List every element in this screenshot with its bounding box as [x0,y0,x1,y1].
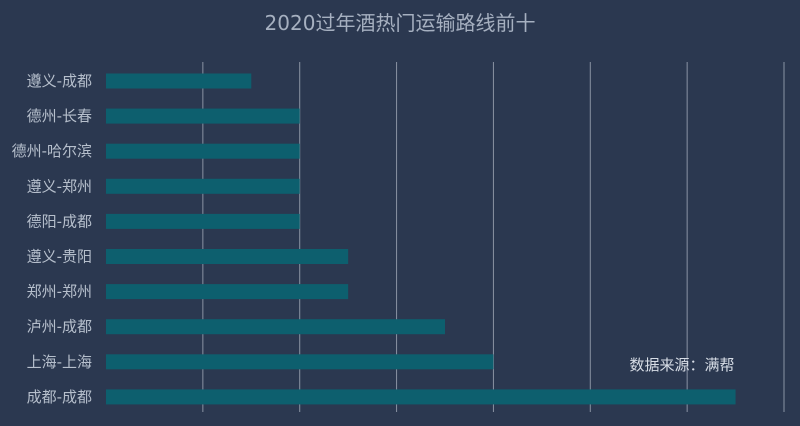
chart-title: 2020过年酒热门运输路线前十 [265,11,536,35]
bar-9 [106,389,736,405]
bar-4 [106,213,300,229]
category-labels: 遵义-成都德州-长春德州-哈尔滨遵义-郑州德阳-成都遵义-贵阳郑州-郑州泸州-成… [12,72,92,406]
bar-6 [106,284,349,300]
category-label: 遵义-贵阳 [27,248,92,266]
category-label: 遵义-成都 [27,72,92,90]
bar-2 [106,143,300,159]
bar-1 [106,108,300,124]
source-note: 数据来源：满帮 [629,356,734,374]
bars [106,73,736,405]
category-label: 上海-上海 [27,353,92,371]
category-label: 遵义-郑州 [27,177,92,195]
bar-8 [106,354,494,370]
bar-3 [106,178,300,194]
bar-5 [106,249,349,264]
category-label: 德阳-成都 [27,212,92,230]
bar-0 [106,73,252,89]
category-label: 德州-哈尔滨 [12,142,92,160]
category-label: 德州-长春 [27,107,92,125]
category-label: 郑州-郑州 [27,283,92,301]
category-label: 成都-成都 [27,388,92,406]
bar-7 [106,319,445,335]
category-label: 泸州-成都 [27,318,92,336]
